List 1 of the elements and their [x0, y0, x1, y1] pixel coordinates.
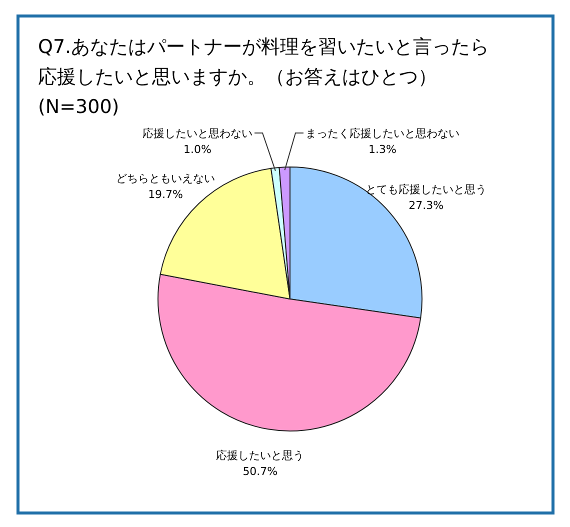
title: Q7.あなたはパートナーが料理を習いたいと言ったら応援したいと思いますか。（お答えはひとつ）(N=300) — [38, 35, 490, 120]
